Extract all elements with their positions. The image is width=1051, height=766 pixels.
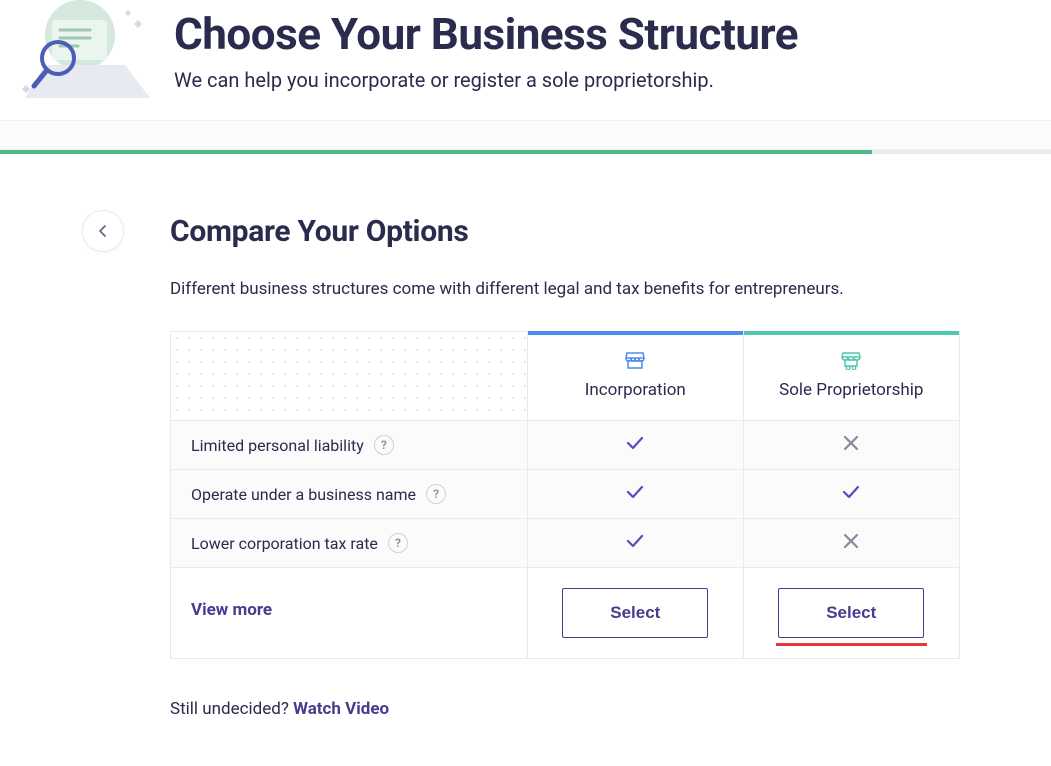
cart-icon	[840, 350, 862, 374]
row-cell	[528, 519, 743, 567]
check-icon	[625, 435, 645, 451]
row-label: Operate under a business name ?	[171, 470, 528, 518]
help-icon[interactable]: ?	[426, 484, 446, 504]
table-corner-cell	[171, 332, 528, 420]
check-icon	[625, 533, 645, 549]
table-row: Operate under a business name ?	[171, 469, 959, 518]
row-label: Lower corporation tax rate ?	[171, 519, 528, 567]
table-row: Limited personal liability ?	[171, 420, 959, 469]
column-header-sole-proprietorship: Sole Proprietorship	[744, 332, 959, 420]
select-incorporation-button[interactable]: Select	[562, 588, 708, 638]
content-area: Compare Your Options Different business …	[0, 154, 1051, 739]
header-text: Choose Your Business Structure We can he…	[174, 8, 1031, 92]
table-footer: View more Select Select	[171, 567, 959, 658]
help-icon[interactable]: ?	[374, 435, 394, 455]
column-header-incorporation: Incorporation	[528, 332, 743, 420]
row-cell	[528, 470, 743, 518]
page-subtitle: We can help you incorporate or register …	[174, 68, 1031, 92]
header-illustration	[20, 0, 150, 100]
row-cell	[744, 421, 959, 469]
row-cell	[744, 470, 959, 518]
highlight-underline	[776, 643, 927, 646]
row-label: Limited personal liability ?	[171, 421, 528, 469]
back-button[interactable]	[82, 210, 124, 252]
undecided-text: Still undecided? Watch Video	[170, 699, 961, 719]
table-row: Lower corporation tax rate ?	[171, 518, 959, 567]
chevron-left-icon	[96, 224, 110, 238]
watch-video-link[interactable]: Watch Video	[293, 699, 389, 719]
help-icon[interactable]: ?	[388, 533, 408, 553]
footer-cell-sole-proprietorship: Select	[744, 568, 959, 658]
column-label: Incorporation	[538, 380, 732, 400]
compare-table: Incorporation Sole Proprietorship Limite	[170, 331, 960, 659]
row-label-text: Lower corporation tax rate	[191, 534, 378, 553]
check-icon	[841, 484, 861, 500]
section-description: Different business structures come with …	[170, 279, 961, 299]
select-sole-proprietorship-button[interactable]: Select	[778, 588, 924, 638]
section-title: Compare Your Options	[170, 214, 961, 249]
view-more-link[interactable]: View more	[171, 568, 528, 658]
table-head: Incorporation Sole Proprietorship	[171, 332, 959, 420]
page-header: Choose Your Business Structure We can he…	[0, 0, 1051, 120]
undecided-prefix: Still undecided?	[170, 699, 293, 719]
column-label: Sole Proprietorship	[754, 380, 949, 400]
page-title: Choose Your Business Structure	[174, 8, 1031, 60]
divider-section	[0, 120, 1051, 150]
row-cell	[744, 519, 959, 567]
row-label-text: Limited personal liability	[191, 436, 364, 455]
storefront-icon	[624, 350, 646, 374]
check-icon	[625, 484, 645, 500]
row-label-text: Operate under a business name	[191, 485, 416, 504]
x-icon	[843, 435, 859, 451]
row-cell	[528, 421, 743, 469]
footer-cell-incorporation: Select	[528, 568, 743, 658]
x-icon	[843, 533, 859, 549]
